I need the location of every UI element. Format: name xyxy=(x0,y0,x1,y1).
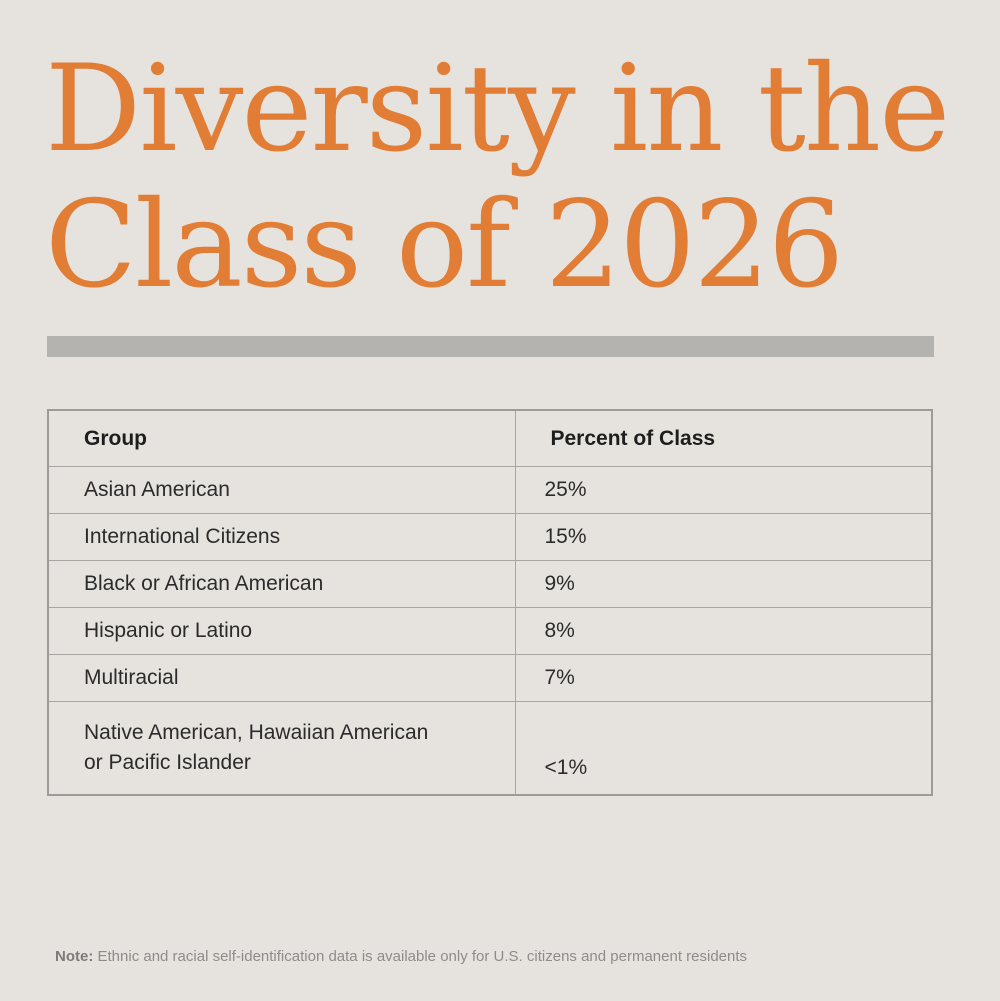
column-header-percent: Percent of Class xyxy=(514,409,933,467)
group-cell: Hispanic or Latino xyxy=(47,607,516,655)
diversity-table: Group Percent of Class Asian American 25… xyxy=(47,409,933,796)
table-row: Black or African American 9% xyxy=(47,560,933,608)
group-cell: International Citizens xyxy=(47,513,516,561)
table-header-row: Group Percent of Class xyxy=(47,409,933,467)
divider-bar xyxy=(47,336,934,357)
table-row: Multiracial 7% xyxy=(47,654,933,702)
group-cell-line-2: or Pacific Islander xyxy=(84,751,251,774)
table-row: Hispanic or Latino 8% xyxy=(47,607,933,655)
footnote-text: Ethnic and racial self-identification da… xyxy=(97,948,748,965)
page-title: Diversity in the Class of 2026 xyxy=(45,42,965,314)
title-line-1: Diversity in the xyxy=(45,40,950,179)
footnote-label: Note: xyxy=(55,948,94,965)
group-cell-line-1: Native American, Hawaiian American xyxy=(84,721,429,744)
table-row: Native American, Hawaiian American or Pa… xyxy=(47,701,933,796)
group-cell: Black or African American xyxy=(47,560,516,608)
title-line-2: Class of 2026 xyxy=(45,176,844,315)
percent-cell: 9% xyxy=(514,560,933,608)
group-cell: Asian American xyxy=(47,466,516,514)
group-cell: Native American, Hawaiian American or Pa… xyxy=(47,701,516,796)
group-cell: Multiracial xyxy=(47,654,516,702)
table-row: Asian American 25% xyxy=(47,466,933,514)
column-header-group: Group xyxy=(47,409,516,467)
percent-cell: 15% xyxy=(514,513,933,561)
footnote: Note: Ethnic and racial self-identificat… xyxy=(55,948,747,965)
percent-cell: 25% xyxy=(514,466,933,514)
percent-cell: 8% xyxy=(514,607,933,655)
percent-cell: 7% xyxy=(514,654,933,702)
percent-cell: <1% xyxy=(514,701,933,796)
table-row: International Citizens 15% xyxy=(47,513,933,561)
